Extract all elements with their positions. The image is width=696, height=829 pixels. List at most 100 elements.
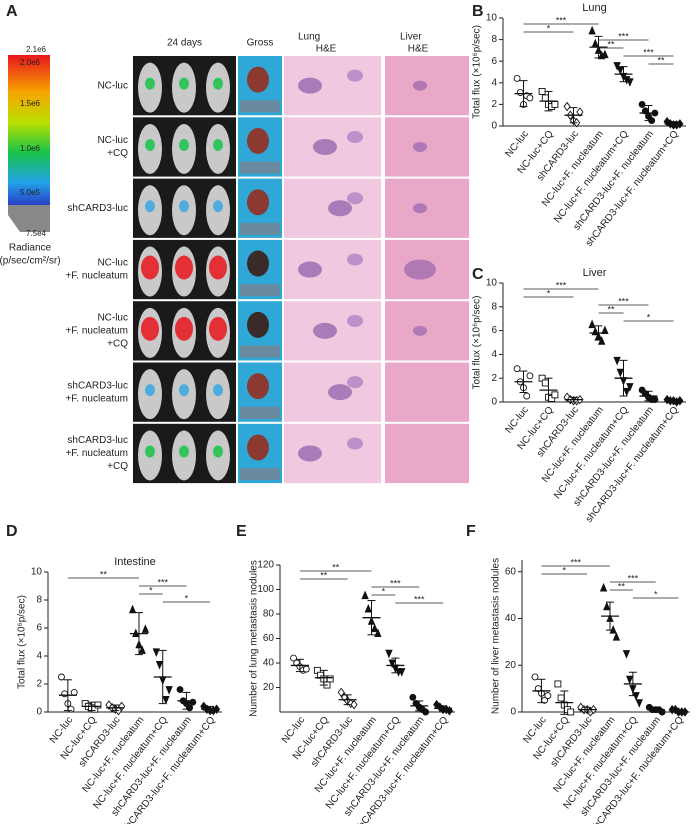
lung-nodule (347, 376, 363, 389)
liver-nodule (404, 259, 436, 280)
colorbar (8, 55, 50, 205)
liver-he (385, 362, 469, 422)
signal (179, 77, 189, 90)
significance-label: ** (657, 55, 665, 65)
point (422, 708, 430, 716)
row-label: +CQ (107, 461, 128, 472)
significance-label: ** (332, 562, 340, 572)
point (364, 603, 372, 613)
y-tick-label: 2 (491, 99, 497, 110)
point (541, 94, 549, 102)
ruler (240, 222, 280, 235)
point (526, 372, 534, 380)
point (599, 582, 608, 592)
signal (213, 445, 223, 458)
point (531, 673, 539, 681)
significance-label: * (563, 565, 567, 575)
gross-lung (247, 311, 269, 338)
colorbar-label: 2.1e6 (26, 45, 47, 54)
panel-letter: D (6, 523, 18, 540)
point (526, 94, 534, 102)
chart-title: Liver (583, 267, 607, 279)
y-tick-label: 100 (257, 584, 274, 595)
liver-nodule (413, 325, 427, 336)
significance-label: * (654, 589, 658, 599)
gross-lung (247, 250, 269, 277)
gross-lung (247, 66, 269, 93)
point (67, 705, 75, 713)
significance-label: * (647, 312, 651, 322)
column-header: Gross (247, 38, 274, 49)
y-tick-label: 8 (491, 34, 497, 45)
liver-nodule (413, 80, 427, 91)
gross-lung (247, 189, 269, 216)
chart-title: Lung (582, 2, 606, 14)
significance-label: *** (414, 594, 425, 604)
signal (209, 316, 227, 341)
point (591, 38, 599, 48)
y-tick-label: 80 (263, 609, 275, 620)
row-label: +F. nucleatum (65, 271, 128, 282)
point (591, 326, 599, 336)
significance-label: *** (556, 15, 567, 25)
liver-nodule (413, 203, 427, 214)
point (189, 698, 197, 706)
point (544, 692, 552, 700)
point (290, 654, 297, 662)
point (326, 675, 334, 683)
lung-nodule (347, 130, 363, 143)
ruler (240, 345, 280, 358)
row-label: shCARD3-luc (67, 380, 128, 391)
significance-label: * (185, 593, 189, 603)
significance-label: *** (618, 296, 629, 306)
row-label: NC-luc (97, 312, 128, 323)
significance-label: *** (556, 280, 567, 290)
y-tick-label: 6 (491, 56, 497, 67)
point (128, 604, 137, 614)
point (576, 107, 584, 117)
point (58, 673, 65, 681)
row-label: shCARD3-luc (67, 435, 128, 446)
panel-letter: B (472, 3, 484, 20)
row-label: +F. nucleatum (65, 448, 128, 459)
significance-label: ** (607, 39, 615, 49)
y-tick-label: 4 (491, 349, 497, 360)
point (371, 623, 379, 633)
lung-nodule (347, 314, 363, 327)
ruler (240, 100, 280, 113)
point (551, 100, 559, 108)
y-tick-label: 4 (491, 77, 497, 88)
significance-label: * (547, 288, 551, 298)
point (538, 87, 546, 95)
y-tick-label: 8 (36, 595, 42, 606)
significance-label: *** (390, 578, 401, 588)
point (385, 649, 393, 659)
y-axis-label: Number of lung metastasis nodules (249, 560, 260, 717)
colorbar-label: 7.5e4 (26, 229, 47, 238)
y-tick-label: 60 (263, 633, 275, 644)
point (638, 100, 646, 108)
ruler (240, 284, 280, 297)
y-tick-label: 2 (491, 373, 497, 384)
point (626, 383, 634, 392)
point (616, 368, 624, 378)
point (70, 688, 78, 696)
signal (179, 138, 189, 151)
lung-nodule (347, 253, 363, 266)
y-tick-label: 10 (31, 567, 43, 578)
lung-nodule (313, 138, 337, 155)
point (409, 693, 417, 701)
point (616, 66, 624, 75)
signal (179, 200, 189, 213)
column-header: H&E (316, 44, 337, 55)
point (651, 396, 659, 404)
point (613, 62, 621, 71)
significance-label: * (382, 586, 386, 596)
panel-letter: F (466, 523, 476, 540)
signal (175, 255, 193, 280)
row-label: NC-luc (97, 258, 128, 269)
y-tick-label: 20 (505, 660, 517, 671)
colorbar-label: 1.5e6 (20, 99, 41, 108)
row-label: shCARD3-luc (67, 203, 128, 214)
